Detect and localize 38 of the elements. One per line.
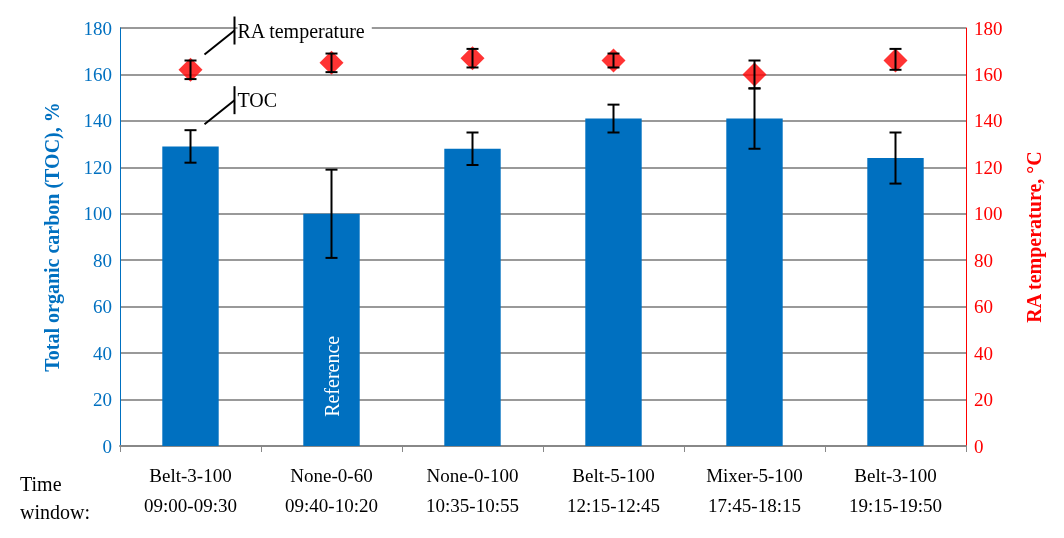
bar [726,118,783,446]
x-tick-label: Belt-5-100 12:15-12:45 [567,464,660,516]
y2-tick-label: 40 [974,342,993,364]
bar [444,148,501,446]
x-tick-label: Mixer-5-100 17:45-18:15 [706,464,803,516]
y-tick-label: 140 [83,110,112,132]
y2-tick-label: 120 [974,156,1003,178]
y2-tick-label: 140 [974,110,1003,132]
y-tick-label: 120 [83,156,112,178]
x-tick-label: Belt-3-100 19:15-19:50 [849,464,942,516]
y2-tick-label: 60 [974,296,993,318]
annotation: Reference [320,335,343,417]
y-axis-title: Total organic carbon (TOC), % [41,102,64,372]
y-tick-label: 100 [83,203,112,225]
series-label: RA temperature [237,19,365,43]
bar [867,158,924,446]
x-tick-label: None-0-60 09:40-10:20 [285,464,378,516]
y2-tick-label: 0 [974,435,984,457]
bar [585,118,642,446]
y-tick-label: 80 [93,249,112,271]
x-tick-label: Belt-3-100 09:00-09:30 [144,464,237,516]
y2-tick-label: 100 [974,203,1003,225]
y2-tick-label: 80 [974,249,993,271]
y2-axis-title: RA temperature, °C [1023,151,1046,323]
bar [303,213,360,446]
x-tick-label: None-0-100 10:35-10:55 [426,464,519,516]
y-tick-label: 180 [83,17,112,39]
bar [162,146,219,446]
y-tick-label: 20 [93,389,112,411]
series-label: TOC [237,89,278,112]
y-tick-label: 60 [93,296,112,318]
y2-tick-label: 20 [974,389,993,411]
text: Time window: [20,473,90,523]
y-tick-label: 160 [83,63,112,85]
y-tick-label: 0 [102,435,112,457]
y2-tick-label: 180 [974,17,1003,39]
y-tick-label: 40 [93,342,112,364]
y2-tick-label: 160 [974,63,1003,85]
